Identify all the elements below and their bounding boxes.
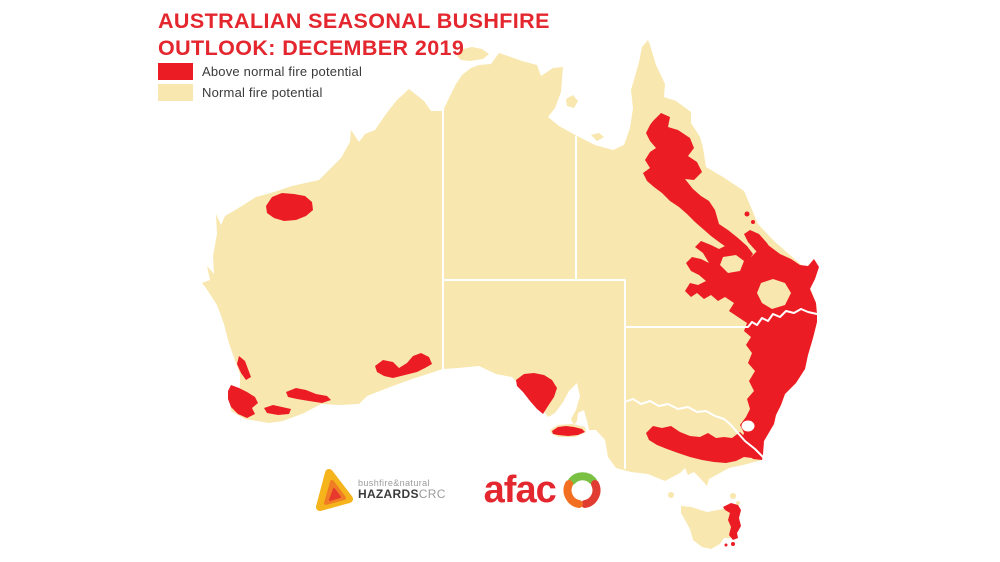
region-esperance-inland bbox=[375, 353, 432, 378]
bnhcrc-top-line: bushfire&natural bbox=[358, 477, 430, 488]
region-nsw-coast-and-southeast-qld bbox=[685, 241, 819, 460]
region-albany-coast bbox=[264, 405, 291, 415]
tiwi-islands bbox=[457, 47, 489, 61]
king-island bbox=[668, 492, 674, 498]
region-east-tasmania bbox=[723, 503, 741, 540]
region-kangaroo-island bbox=[552, 426, 585, 436]
afac-logo: afac bbox=[484, 470, 602, 510]
region-whitsunday-dot-1 bbox=[744, 211, 750, 217]
afac-swirl-icon bbox=[563, 472, 601, 508]
cape-barren-island bbox=[736, 501, 740, 505]
legend-item-above-normal: Above normal fire potential bbox=[158, 63, 362, 80]
title-line-2: OUTLOOK: DECEMBER 2019 bbox=[158, 36, 465, 60]
bnhcrc-crc-text: CRC bbox=[418, 487, 446, 502]
legend-swatch-above-normal bbox=[158, 63, 193, 80]
legend-label-above-normal: Above normal fire potential bbox=[202, 64, 363, 79]
footer-logos: bushfire&natural HAZARDSCRC afac bbox=[314, 468, 602, 512]
bnhcrc-wordmark: bushfire&natural HAZARDSCRC bbox=[358, 477, 446, 501]
legend-label-normal: Normal fire potential bbox=[202, 85, 323, 100]
act-enclave bbox=[741, 420, 755, 432]
afac-wordmark: afac bbox=[483, 469, 557, 511]
legend: Above normal fire potential Normal fire … bbox=[158, 63, 362, 105]
state-border-lines bbox=[442, 109, 818, 469]
region-north-queensland-coast bbox=[643, 113, 753, 261]
mornington-island bbox=[591, 133, 604, 141]
flinders-island bbox=[730, 493, 736, 499]
region-central-victoria-gippsland bbox=[646, 426, 757, 463]
title-line-1: AUSTRALIAN SEASONAL BUSHFIRE bbox=[158, 9, 550, 33]
legend-swatch-normal bbox=[158, 84, 193, 101]
region-perth-coast bbox=[237, 356, 251, 380]
region-stirling-ranges bbox=[286, 388, 331, 403]
bnhcrc-logo: bushfire&natural HAZARDSCRC bbox=[314, 468, 446, 512]
bnhcrc-bottom-line: HAZARDSCRC bbox=[358, 488, 446, 501]
groote-eylandt bbox=[566, 95, 578, 108]
page-title: AUSTRALIAN SEASONAL BUSHFIRE OUTLOOK: DE… bbox=[158, 8, 550, 62]
region-eyre-peninsula-west bbox=[516, 373, 557, 414]
tasmania bbox=[681, 506, 736, 549]
region-whitsunday-dot-2 bbox=[751, 220, 755, 224]
bnhcrc-hazards-text: HAZARDS bbox=[358, 487, 419, 502]
region-east-tasmania-dot-2 bbox=[724, 543, 728, 547]
region-pilbara bbox=[266, 193, 313, 221]
bnhcrc-triangle-icon bbox=[316, 469, 353, 511]
region-east-tasmania-dot-1 bbox=[731, 542, 735, 546]
region-leeuwin-naturaliste bbox=[228, 385, 258, 418]
legend-item-normal: Normal fire potential bbox=[158, 84, 362, 101]
